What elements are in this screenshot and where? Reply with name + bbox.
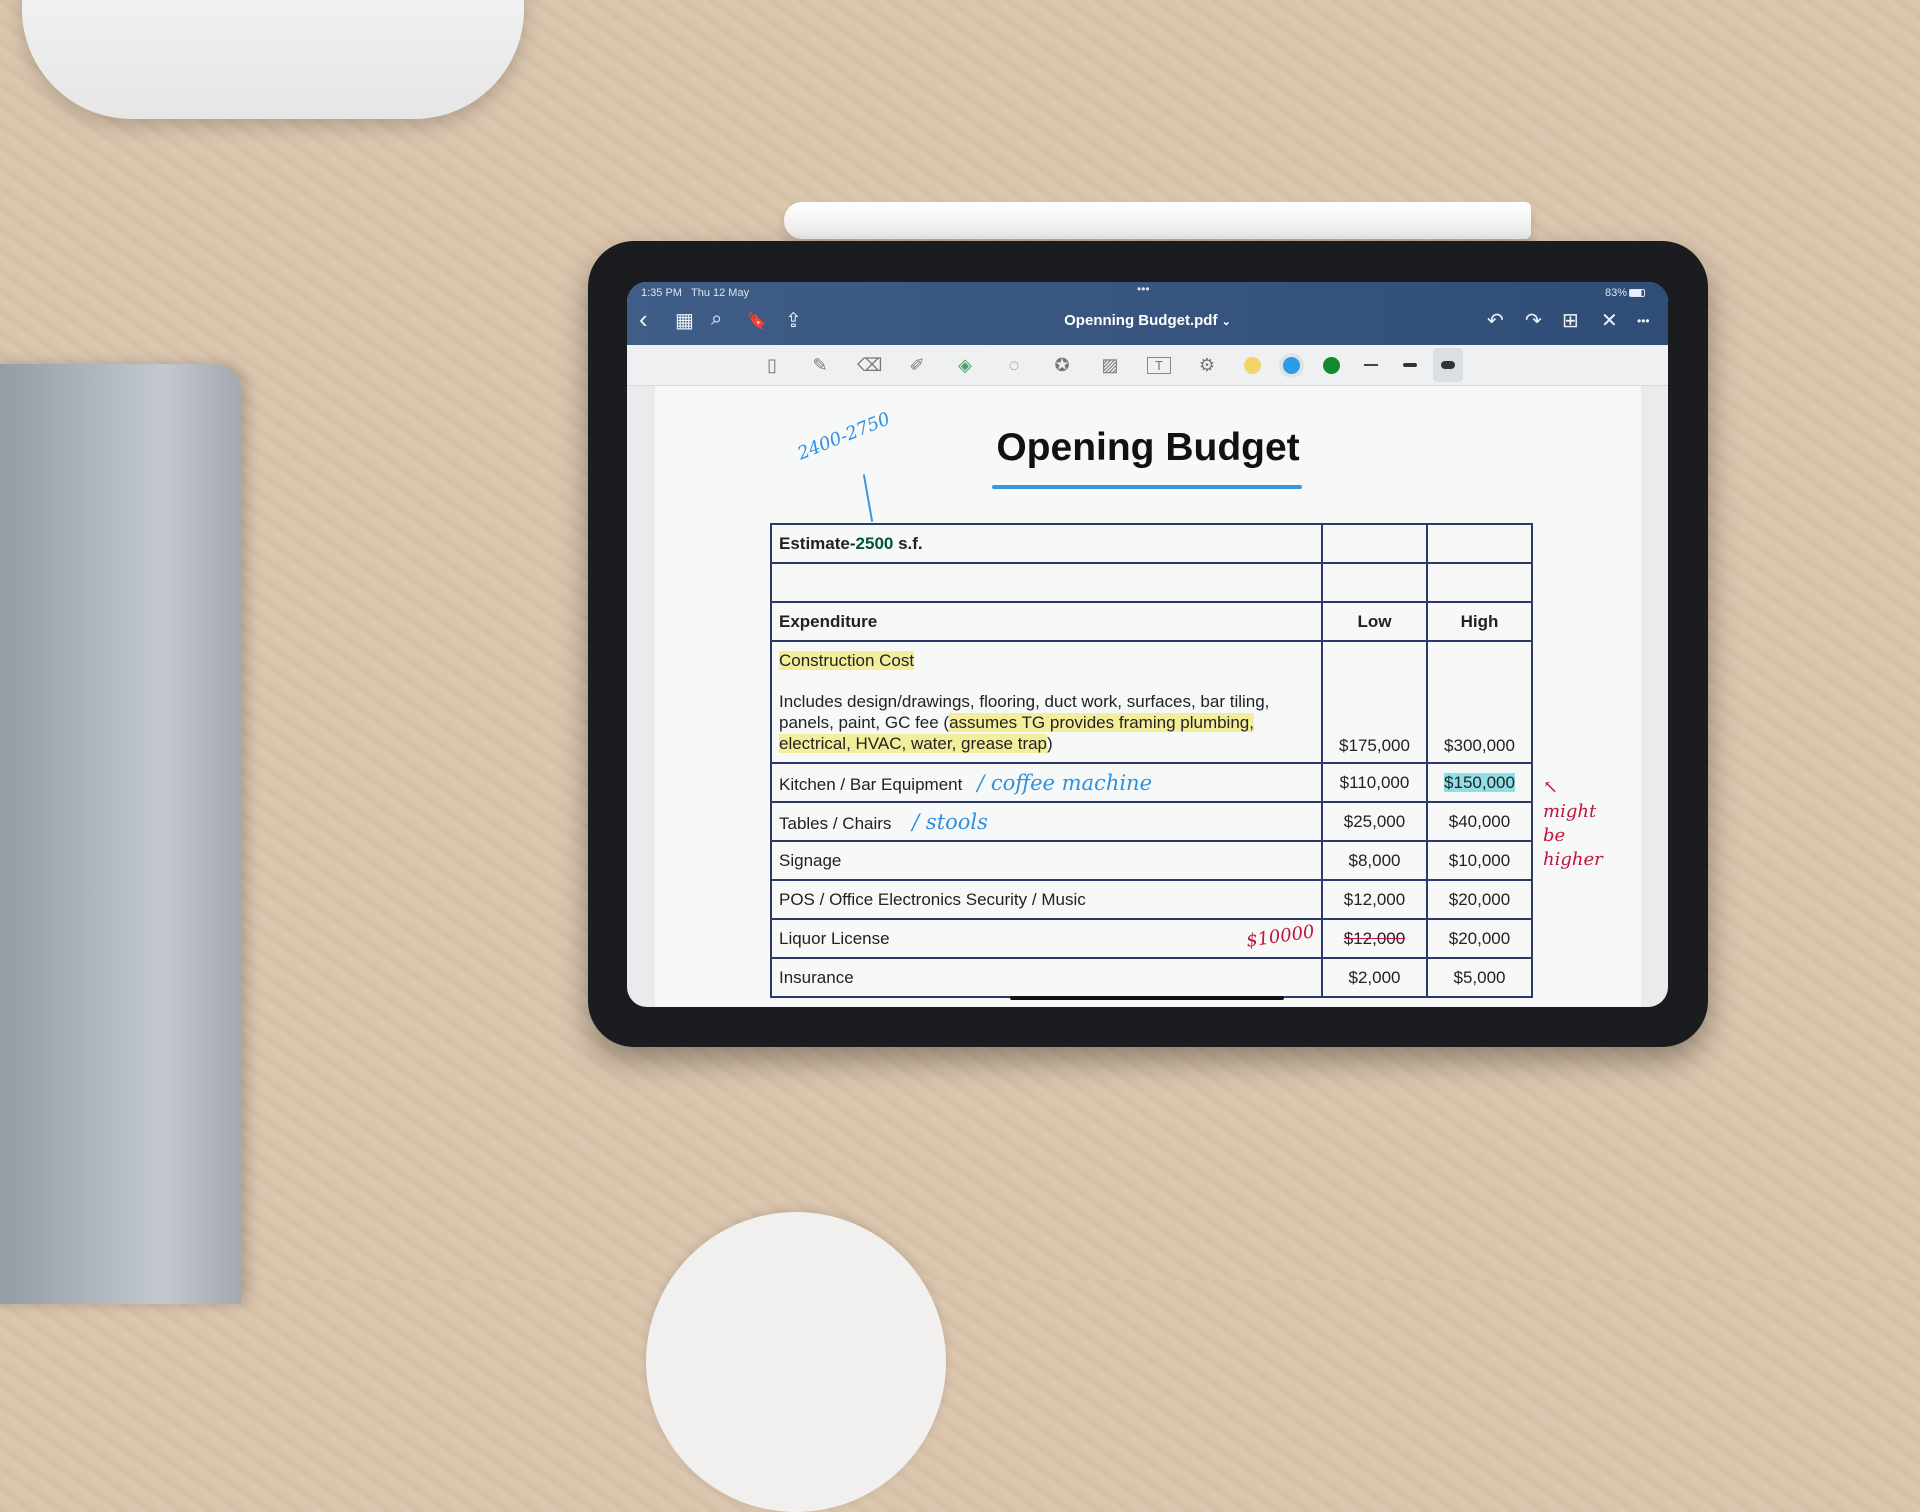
back-icon[interactable]: ‹	[639, 304, 648, 334]
annotation-toolbar: ▯ ✎ ⌫ ✐ ◈ ◌ ✪ ▨ T ⚙	[627, 345, 1668, 386]
header-expenditure: Expenditure	[779, 611, 878, 631]
row-label: Liquor License	[779, 928, 890, 948]
table-row: Signage $8,000 $10,000	[770, 840, 1533, 881]
color-blue-selected[interactable]	[1283, 357, 1300, 374]
table-row: POS / Office Electronics Security / Musi…	[770, 879, 1533, 920]
ink-note-might-be-higher: ↖ might be higher	[1543, 777, 1603, 870]
stroke-thick-selected[interactable]	[1433, 348, 1463, 382]
status-time: 1:35 PM	[641, 287, 682, 299]
text-box-icon[interactable]: T	[1147, 357, 1171, 374]
cell-low: $2,000	[1321, 957, 1428, 998]
construction-desc-end: )	[1047, 734, 1053, 753]
color-green[interactable]	[1323, 357, 1340, 374]
header-low: Low	[1357, 611, 1392, 631]
share-icon[interactable]: ⇪	[785, 310, 802, 332]
ipad-screen: 1:35 PM Thu 12 May ••• 83% ‹ ▦ ⌕ 🔖 ⇪ Ope…	[627, 282, 1668, 1007]
estimate-label: Estimate-	[779, 533, 856, 553]
document-title-menu[interactable]: Openning Budget.pdf ⌄	[627, 312, 1668, 329]
cell-high: $40,000	[1426, 801, 1533, 842]
cell-low: $12,000	[1321, 879, 1428, 920]
cell-low: $175,000	[1321, 640, 1428, 764]
close-icon[interactable]: ✕	[1601, 310, 1618, 332]
undo-icon[interactable]: ↶	[1487, 310, 1504, 332]
row-label: Tables / Chairs	[779, 813, 892, 833]
apple-pencil	[784, 202, 1531, 239]
magic-mouse	[22, 0, 524, 119]
laptop	[0, 364, 241, 1304]
cell-high: $150,000	[1444, 772, 1515, 792]
cell-low: $110,000	[1321, 762, 1428, 803]
pen-icon[interactable]: ✎	[812, 355, 828, 375]
pdf-page[interactable]: Opening Budget 2400-2750 Estimate-2500 s…	[655, 386, 1641, 1007]
row-label: Signage	[770, 840, 1323, 881]
ink-underline	[992, 485, 1302, 489]
estimate-value: 2500	[855, 533, 894, 553]
battery-icon	[1629, 289, 1645, 297]
search-icon[interactable]: ⌕	[711, 308, 723, 330]
ink-note-stools: / stools	[912, 809, 988, 834]
lasso-icon[interactable]: ◌	[1008, 355, 1020, 375]
stroke-medium[interactable]	[1403, 363, 1417, 367]
cell-low: $8,000	[1321, 840, 1428, 881]
table-header-row: Expenditure Low High	[770, 601, 1533, 642]
table-row	[770, 562, 1533, 603]
budget-table: Estimate-2500 s.f. Expenditure Low High Co…	[770, 523, 1533, 998]
sticker-icon[interactable]: ✪	[1054, 355, 1070, 375]
estimate-unit: s.f.	[893, 533, 923, 553]
cell-high: $20,000	[1426, 918, 1533, 959]
row-label: Insurance	[770, 957, 1323, 998]
construction-desc: Includes design/drawings, flooring, duct…	[779, 692, 1270, 732]
redo-icon[interactable]: ↷	[1525, 310, 1542, 332]
table-row: Liquor License $10000 $12,000 $20,000	[770, 918, 1533, 959]
table-row: Construction Cost Includes design/drawing…	[770, 640, 1533, 764]
app-header: 1:35 PM Thu 12 May ••• 83% ‹ ▦ ⌕ 🔖 ⇪ Ope…	[627, 282, 1668, 345]
table-row: Estimate-2500 s.f.	[770, 523, 1533, 564]
grid-icon[interactable]: ▦	[675, 310, 694, 332]
chevron-down-icon: ⌄	[1221, 316, 1231, 328]
battery-level: 83%	[1605, 287, 1628, 299]
page-title: Opening Budget	[996, 426, 1300, 469]
cell-high: $10,000	[1426, 840, 1533, 881]
table-row: Insurance $2,000 $5,000	[770, 957, 1533, 998]
construction-label: Construction Cost	[779, 651, 915, 670]
header-high: High	[1460, 611, 1499, 631]
ink-note-coffee: / coffee machine	[977, 770, 1153, 795]
cell-high: $300,000	[1426, 640, 1533, 764]
cell-low: $25,000	[1321, 801, 1428, 842]
document-title: Openning Budget.pdf	[1064, 312, 1218, 329]
cell-low-struck: $12,000	[1343, 928, 1406, 948]
ink-line	[862, 474, 874, 522]
status-date: Thu 12 May	[691, 287, 750, 299]
stroke-thin[interactable]	[1364, 364, 1378, 366]
coaster	[646, 1212, 946, 1512]
add-page-icon[interactable]: ⊞	[1562, 310, 1579, 332]
cell-high: $20,000	[1426, 879, 1533, 920]
home-indicator[interactable]	[1010, 996, 1284, 1000]
table-row: Kitchen / Bar Equipment / coffee machine…	[770, 762, 1533, 803]
multitask-dots-icon[interactable]: •••	[1137, 282, 1150, 296]
table-row: Tables / Chairs / stools $25,000 $40,000	[770, 801, 1533, 842]
eraser-icon[interactable]: ⌫	[857, 355, 883, 375]
bookmark-icon[interactable]: 🔖	[747, 313, 767, 330]
row-label: POS / Office Electronics Security / Musi…	[770, 879, 1323, 920]
cell-high: $5,000	[1426, 957, 1533, 998]
highlighter-icon[interactable]: ✐	[909, 355, 925, 375]
laser-pointer-icon[interactable]: ⚙	[1198, 355, 1216, 375]
ink-note-liquor: $10000	[1245, 921, 1317, 952]
color-yellow[interactable]	[1244, 357, 1261, 374]
more-icon[interactable]: •••	[1637, 314, 1650, 328]
shapes-icon[interactable]: ◈	[958, 355, 972, 375]
page-view-icon[interactable]: ▯	[767, 355, 777, 375]
row-label: Kitchen / Bar Equipment	[779, 774, 963, 794]
image-icon[interactable]: ▨	[1101, 355, 1119, 375]
